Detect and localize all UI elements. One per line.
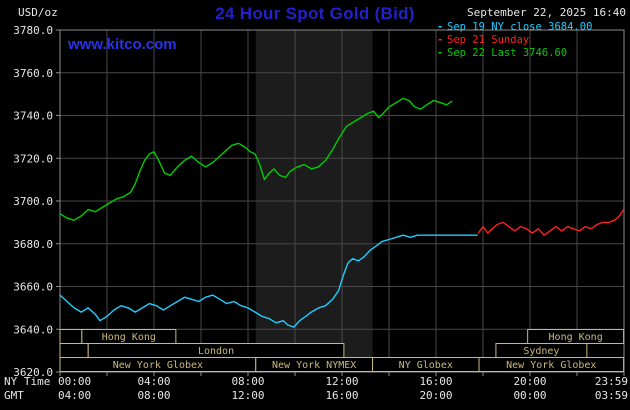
gmt-axis-label: GMT (4, 389, 24, 402)
legend-label-sep22: Sep 22 Last 3746.60 (447, 47, 568, 59)
kitco-watermark-link[interactable]: www.kitco.com (68, 36, 177, 53)
session-label: Hong Kong (102, 332, 156, 343)
price-unit-label: USD/oz (18, 6, 58, 19)
session-box (478, 357, 625, 372)
x-tick-label-ny: 20:00 (513, 375, 546, 388)
session-box (59, 329, 83, 344)
legend-marker-sep19: - (437, 21, 444, 33)
session-label: New York NYMEX (272, 360, 356, 371)
ny-time-axis-label: NY Time (4, 375, 50, 388)
x-tick-label-gmt: 12:00 (231, 389, 264, 402)
chart-title: 24 Hour Spot Gold (Bid) (215, 4, 415, 23)
legend-marker-sep21: - (437, 34, 444, 46)
y-tick-label: 3620.0 (13, 366, 53, 379)
x-tick-label-gmt: 04:00 (58, 389, 91, 402)
x-tick-label-ny: 23:59 (595, 375, 628, 388)
series-line-sep22 (59, 97, 453, 221)
session-label: New York Globex (113, 360, 203, 371)
legend-item-sep19-close: - Sep 19 NY close 3684.00 (437, 21, 592, 34)
y-tick-label: 3720.0 (13, 152, 53, 165)
legend-item-sep21-sunday: - Sep 21 Sunday (437, 34, 592, 47)
x-tick-label-ny: 16:00 (419, 375, 452, 388)
legend-label-sep21: Sep 21 Sunday (447, 34, 530, 46)
x-tick-label-ny: 00:00 (58, 375, 91, 388)
x-tick-label-gmt: 03:59 (595, 389, 628, 402)
session-label: London (198, 346, 234, 357)
x-tick-label-gmt: 00:00 (513, 389, 546, 402)
x-tick-label-gmt: 08:00 (137, 389, 170, 402)
chart-datetime: September 22, 2025 16:40 (467, 6, 626, 19)
x-tick-label-ny: 12:00 (325, 375, 358, 388)
x-tick-label-ny: 04:00 (137, 375, 170, 388)
legend-label-sep19: Sep 19 NY close 3684.00 (447, 21, 593, 33)
session-label: Sydney (523, 346, 559, 357)
series-line-sep19 (59, 234, 478, 328)
y-tick-label: 3640.0 (13, 323, 53, 336)
legend: - Sep 19 NY close 3684.00 - Sep 21 Sunday … (437, 21, 592, 60)
x-tick-label-ny: 08:00 (231, 375, 264, 388)
y-tick-label: 3660.0 (13, 281, 53, 294)
y-tick-label: 3700.0 (13, 195, 53, 208)
y-tick-label: 3680.0 (13, 238, 53, 251)
session-label: NY Globex (399, 360, 453, 371)
x-tick-label-gmt: 16:00 (325, 389, 358, 402)
legend-item-sep22-last: - Sep 22 Last 3746.60 (437, 47, 592, 60)
y-tick-label: 3740.0 (13, 110, 53, 123)
session-label: Hong Kong (549, 332, 603, 343)
y-tick-label: 3780.0 (13, 24, 53, 37)
y-tick-label: 3760.0 (13, 67, 53, 80)
legend-marker-sep22: - (437, 47, 444, 59)
session-box (59, 343, 89, 358)
session-label: New York Globex (506, 360, 596, 371)
x-tick-label-gmt: 20:00 (419, 389, 452, 402)
series-line-sep21 (477, 208, 625, 236)
